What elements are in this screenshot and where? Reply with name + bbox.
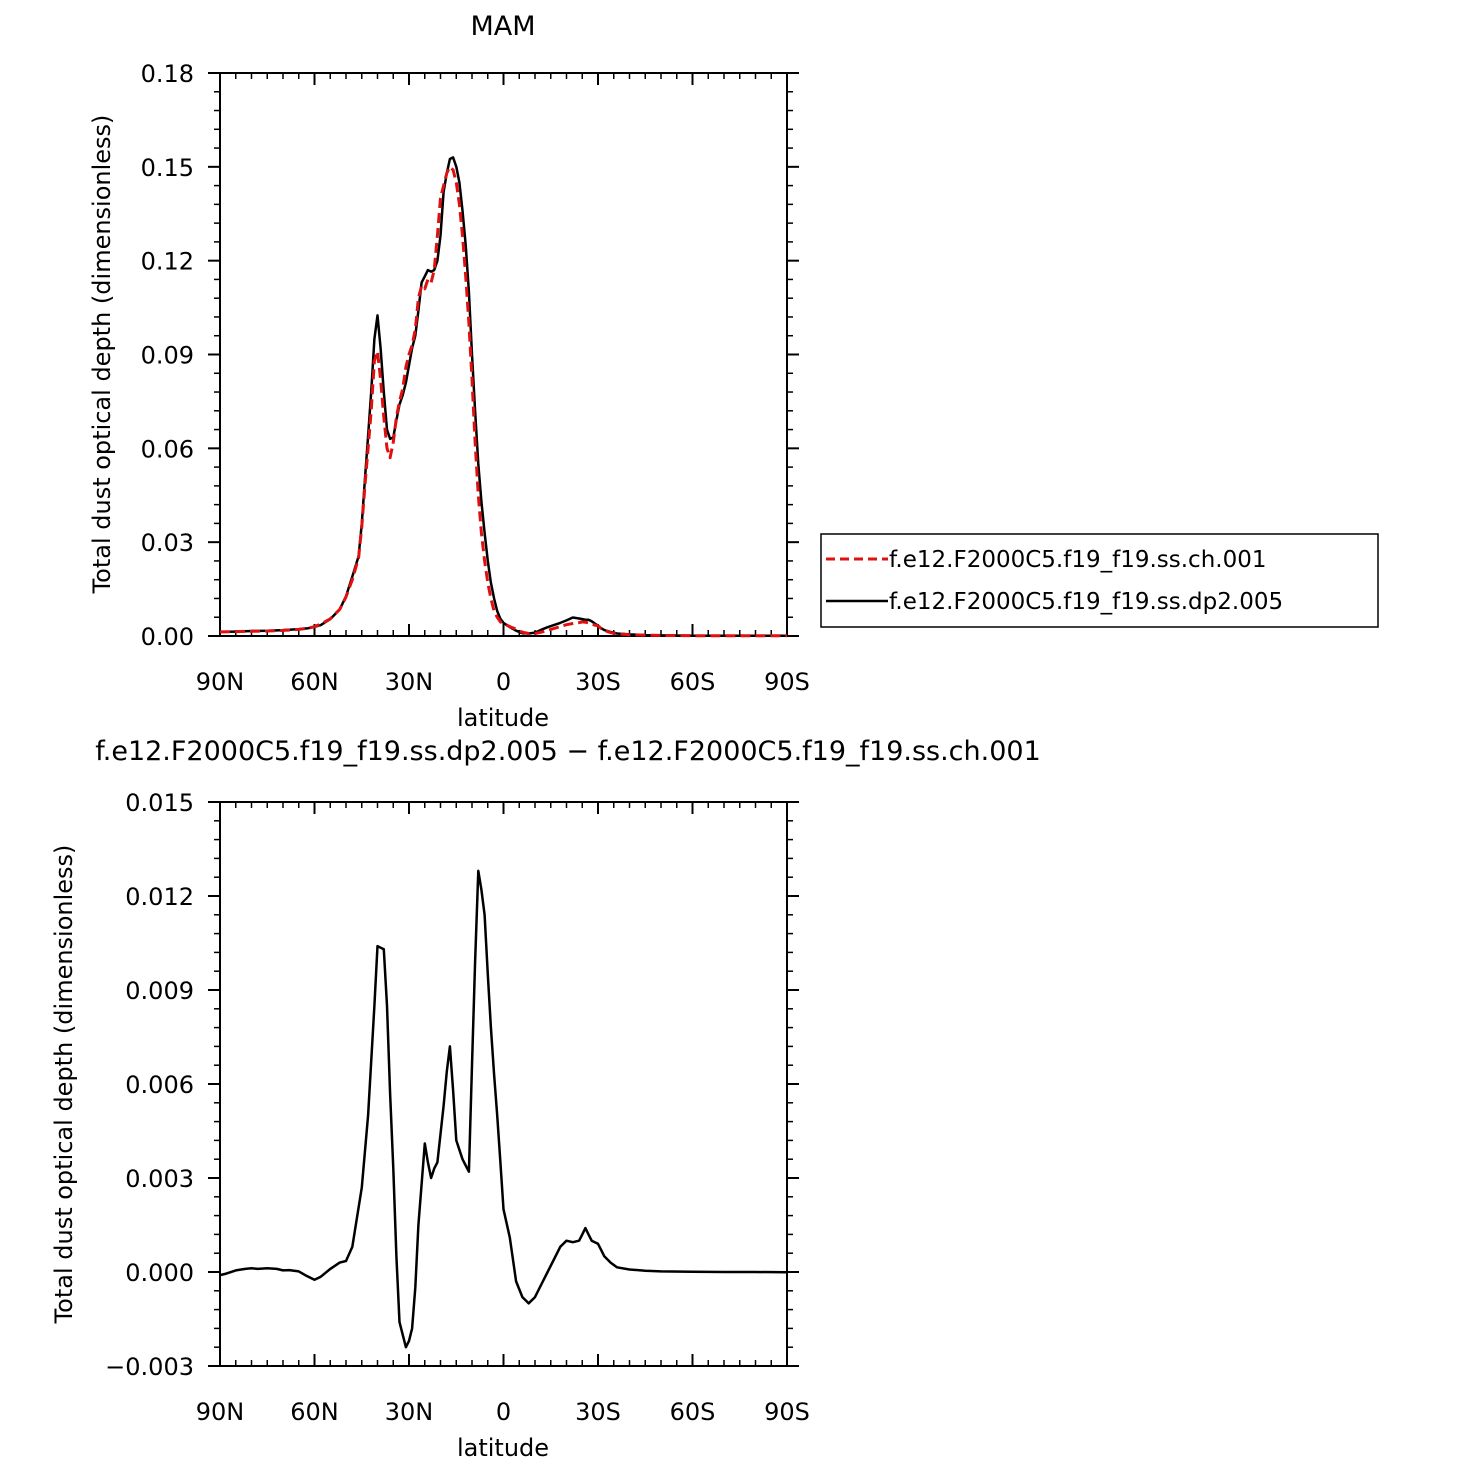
top-panel-tick-labels: 90N 60N 30N 0 30S 60S 90S 0.00 0.03 0.06 0.09 0.12 0… (141, 60, 810, 696)
top-y-tick-label: 0.18 (141, 60, 194, 88)
top-series-line-ch001 (219, 165, 787, 638)
bottom-series-line-difference (219, 869, 788, 1349)
bottom-y-tick-label: 0.015 (125, 789, 194, 817)
bottom-panel-series (219, 869, 788, 1349)
top-y-tick-label: 0.06 (141, 435, 194, 463)
top-panel-ticks (208, 72, 799, 637)
legend-label-ch001: f.e12.F2000C5.f19_f19.ss.ch.001 (889, 547, 1266, 573)
top-x-tick-label: 0 (496, 668, 511, 696)
top-x-tick-label: 90S (764, 668, 810, 696)
top-panel-plot-frame (219, 72, 788, 637)
bottom-x-tick-label: 90N (196, 1398, 245, 1426)
top-y-tick-label: 0.09 (141, 342, 194, 370)
bottom-x-tick-label: 30S (575, 1398, 621, 1426)
top-series-line-dp2005 (219, 156, 787, 637)
bottom-y-tick-label: 0.012 (125, 883, 194, 911)
top-panel: MAM 90N 60N 30N 0 30S 60S 90S 0.00 0.03 0.06 0.09 0… (88, 11, 810, 732)
top-x-tick-label: 60N (290, 668, 339, 696)
top-panel-series (219, 156, 787, 638)
top-y-tick-label: 0.15 (141, 154, 194, 182)
bottom-panel: f.e12.F2000C5.f19_f19.ss.dp2.005 − f.e12… (50, 736, 1041, 1462)
top-x-tick-label: 60S (670, 668, 716, 696)
top-y-tick-label: 0.00 (141, 623, 194, 651)
top-panel-title: MAM (470, 11, 535, 42)
bottom-x-tick-label: 90S (764, 1398, 810, 1426)
bottom-panel-x-axis-label: latitude (457, 1434, 549, 1462)
bottom-panel-y-axis-label: Total dust optical depth (dimensionless) (50, 845, 78, 1325)
top-x-tick-label: 30S (575, 668, 621, 696)
bottom-panel-title: f.e12.F2000C5.f19_f19.ss.dp2.005 − f.e12… (95, 736, 1041, 767)
legend-label-dp2005: f.e12.F2000C5.f19_f19.ss.dp2.005 (889, 589, 1283, 615)
legend-box (820, 533, 1379, 628)
bottom-x-tick-label: 60N (290, 1398, 339, 1426)
bottom-panel-ticks (208, 801, 799, 1367)
top-y-tick-label: 0.12 (141, 248, 194, 276)
bottom-x-tick-label: 0 (496, 1398, 511, 1426)
bottom-x-tick-label: 60S (670, 1398, 716, 1426)
top-panel-x-axis-label: latitude (457, 704, 549, 732)
bottom-y-tick-label: 0.003 (125, 1165, 194, 1193)
bottom-y-tick-label: 0.000 (125, 1259, 194, 1287)
bottom-x-tick-label: 30N (385, 1398, 434, 1426)
bottom-y-tick-label: 0.009 (125, 977, 194, 1005)
bottom-y-tick-label: −0.003 (105, 1353, 194, 1381)
top-panel-legend: f.e12.F2000C5.f19_f19.ss.ch.001 f.e12.F2… (820, 533, 1379, 628)
bottom-y-tick-label: 0.006 (125, 1071, 194, 1099)
top-panel-y-axis-label: Total dust optical depth (dimensionless) (88, 115, 116, 595)
top-y-tick-label: 0.03 (141, 529, 194, 557)
bottom-panel-tick-labels: 90N 60N 30N 0 30S 60S 90S −0.003 0.000 0.003 0.006… (105, 789, 810, 1426)
top-x-tick-label: 30N (385, 668, 434, 696)
bottom-panel-plot-frame (219, 801, 788, 1367)
top-x-tick-label: 90N (196, 668, 245, 696)
